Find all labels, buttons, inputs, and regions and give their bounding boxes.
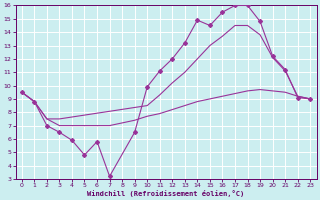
X-axis label: Windchill (Refroidissement éolien,°C): Windchill (Refroidissement éolien,°C) [87,190,245,197]
